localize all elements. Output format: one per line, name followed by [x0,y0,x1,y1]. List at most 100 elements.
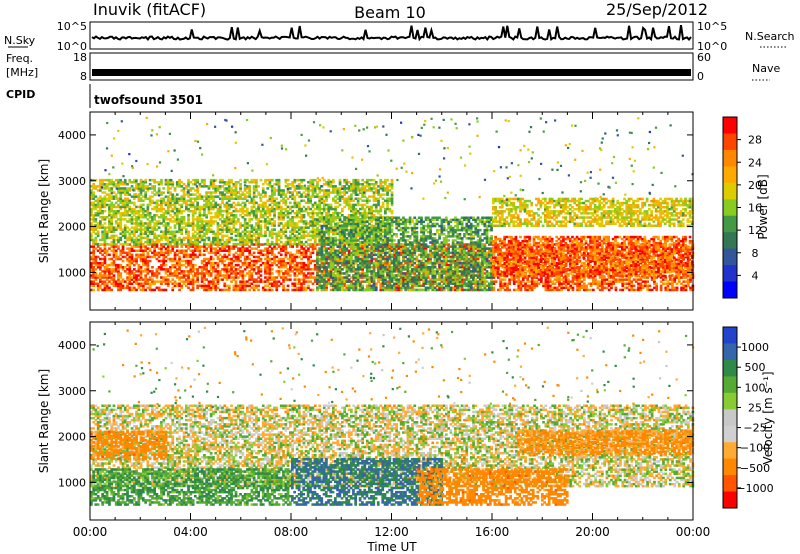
heatmap-cell [544,276,548,279]
heatmap-cell [119,288,123,292]
heatmap-cell [90,288,93,292]
heatmap-cell [194,178,197,182]
heatmap-cell [189,253,193,257]
heatmap-cell [237,255,240,259]
heatmap-cell [121,286,125,290]
heatmap-cell [153,240,156,244]
heatmap-cell [218,257,222,261]
heatmap-cell [216,263,220,267]
nsky-label: N.Sky [4,34,36,47]
heatmap-cell [96,276,100,279]
heatmap-cell [128,255,132,259]
heatmap-cell [144,255,147,259]
heatmap-cell [519,280,523,283]
heatmap-cell [169,197,172,200]
heatmap-cell [108,247,111,250]
heatmap-cell [130,245,134,248]
heatmap-cell [585,284,588,288]
heatmap-cell [108,218,111,221]
heatmap-cell [180,209,184,213]
heatmap-cell [277,284,281,288]
heatmap-cell [264,247,267,250]
heatmap-cell [160,280,163,283]
heatmap-cell [187,276,190,279]
heatmap-cell [200,276,204,279]
heatmap-cell [257,284,260,288]
heatmap-cell [282,245,285,248]
heatmap-cell [637,249,640,252]
heatmap-cell [185,259,188,263]
heatmap-cell [142,286,145,290]
heatmap-cell [304,245,308,248]
heatmap-cell [191,282,195,285]
heatmap-cell [205,263,208,267]
heatmap-cell [157,220,161,223]
heatmap-cell [103,255,107,259]
heatmap-cell [157,207,161,211]
heatmap-cell [123,178,127,182]
heatmap-cell [270,288,274,292]
heatmap-cell [151,245,154,248]
heatmap-cell [266,266,270,269]
heatmap-cell [157,288,161,292]
heatmap-cell [309,288,312,292]
heatmap-cell [128,276,132,279]
heatmap-cell [241,249,245,252]
heatmap-cell [133,257,136,261]
heatmap-cell [298,255,301,259]
heatmap-cell [596,280,600,283]
heatmap-cell [257,276,260,279]
heatmap-cell [264,284,267,288]
heatmap-cell [171,272,175,275]
heatmap-cell [94,276,98,279]
heatmap-cell [112,270,116,273]
heatmap-cell [130,278,134,281]
heatmap-cell [207,272,211,275]
heatmap-cell [255,278,258,281]
heatmap-cell [164,259,168,263]
heatmap-cell [264,249,267,252]
heatmap-cell [209,263,213,267]
heatmap-cell [221,249,224,252]
heatmap-cell [182,183,186,186]
heatmap-cell [155,245,159,248]
heatmap-cell [205,270,208,273]
heatmap-cell [135,236,138,240]
heatmap-cell [205,266,208,269]
heatmap-cell [164,247,168,250]
heatmap-cell [234,257,238,261]
heatmap-cell [162,280,166,283]
heatmap-cell [214,249,218,252]
heatmap-cell [214,270,218,273]
heatmap-cell [264,268,267,271]
heatmap-cell [148,278,152,281]
heatmap-cell [212,263,215,267]
heatmap-cell [144,268,147,271]
heatmap-cell [99,274,102,277]
heatmap-cell [182,216,186,219]
heatmap-cell [128,193,132,196]
heatmap-cell [560,278,563,281]
heatmap-cell [101,253,104,257]
heatmap-cell [130,207,134,211]
heatmap-cell [103,261,107,265]
heatmap-cell [451,286,455,290]
heatmap-cell [128,218,132,221]
heatmap-cell [110,270,114,273]
heatmap-cell [234,270,238,273]
heatmap-cell [277,251,281,255]
heatmap-cell [203,278,206,281]
heatmap-cell [268,278,272,281]
heatmap-cell [218,274,222,277]
heatmap-cell [135,209,138,213]
heatmap-cell [128,286,132,290]
heatmap-cell [682,261,686,265]
heatmap-cell [185,280,188,283]
heatmap-cell [180,203,184,207]
heatmap-cell [266,259,270,263]
heatmap-cell [227,268,231,271]
heatmap-cell [101,270,104,273]
heatmap-cell [164,288,168,292]
heatmap-cell [171,181,175,184]
